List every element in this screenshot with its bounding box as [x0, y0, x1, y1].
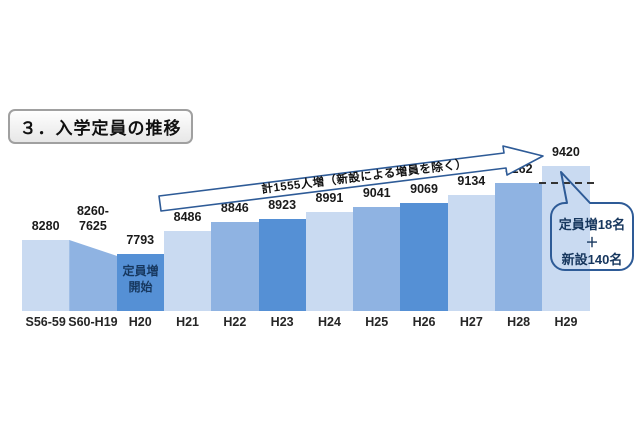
- bar-H25: [353, 207, 401, 311]
- bar-H22: [211, 222, 259, 311]
- bar-value-label: 8486: [173, 210, 202, 224]
- bar-H29: [542, 166, 591, 311]
- bar-H20: 定員増 開始: [116, 254, 165, 311]
- x-axis-label: S56-59: [25, 315, 66, 329]
- x-axis-label: H28: [507, 315, 531, 329]
- x-axis-label: H26: [412, 315, 436, 329]
- bar-value-label: 9420: [552, 145, 580, 159]
- x-axis-label: H22: [223, 315, 247, 329]
- bar-H24: [305, 212, 354, 311]
- x-axis-label: H27: [459, 315, 483, 329]
- bar-value-label: 8280: [31, 219, 60, 233]
- bar-H21: [163, 231, 212, 311]
- bar-value-label: 8260- 7625: [76, 204, 109, 233]
- bar-H28: [495, 183, 543, 311]
- page-title-text: ３．入学定員の推移: [19, 119, 182, 138]
- bar-S56-59: [22, 240, 70, 311]
- x-axis-label: S60-H19: [68, 315, 118, 329]
- bar-note: 定員増 開始: [122, 264, 159, 294]
- x-axis-label: H21: [176, 315, 199, 329]
- bar-H23: [258, 219, 307, 311]
- bar-H26: [400, 203, 449, 311]
- x-axis-label: H25: [365, 315, 389, 329]
- x-axis-label: H24: [317, 315, 341, 329]
- bar-H27: [447, 195, 496, 311]
- x-axis-label: H29: [554, 315, 578, 329]
- page-title: ３．入学定員の推移: [8, 109, 193, 144]
- x-axis-label: H20: [128, 315, 152, 329]
- x-axis-label: H23: [270, 315, 294, 329]
- bar-value-label: 7793: [126, 233, 155, 247]
- bar-S60-H19: [69, 240, 118, 311]
